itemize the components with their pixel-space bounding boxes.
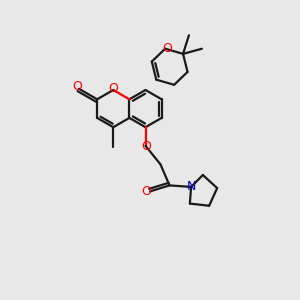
Text: O: O — [108, 82, 118, 95]
Text: O: O — [73, 80, 82, 93]
Text: N: N — [187, 180, 196, 193]
Text: O: O — [142, 185, 151, 198]
Text: O: O — [162, 42, 172, 55]
Text: O: O — [141, 140, 151, 153]
